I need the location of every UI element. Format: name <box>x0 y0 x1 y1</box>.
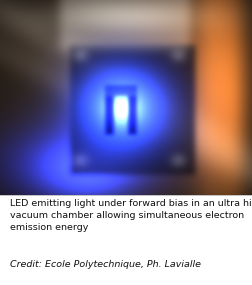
Text: Credit: Ecole Polytechnique, Ph. Lavialle: Credit: Ecole Polytechnique, Ph. Laviall… <box>10 260 201 269</box>
Text: LED emitting light under forward bias in an ultra high
vacuum chamber allowing s: LED emitting light under forward bias in… <box>10 200 252 232</box>
